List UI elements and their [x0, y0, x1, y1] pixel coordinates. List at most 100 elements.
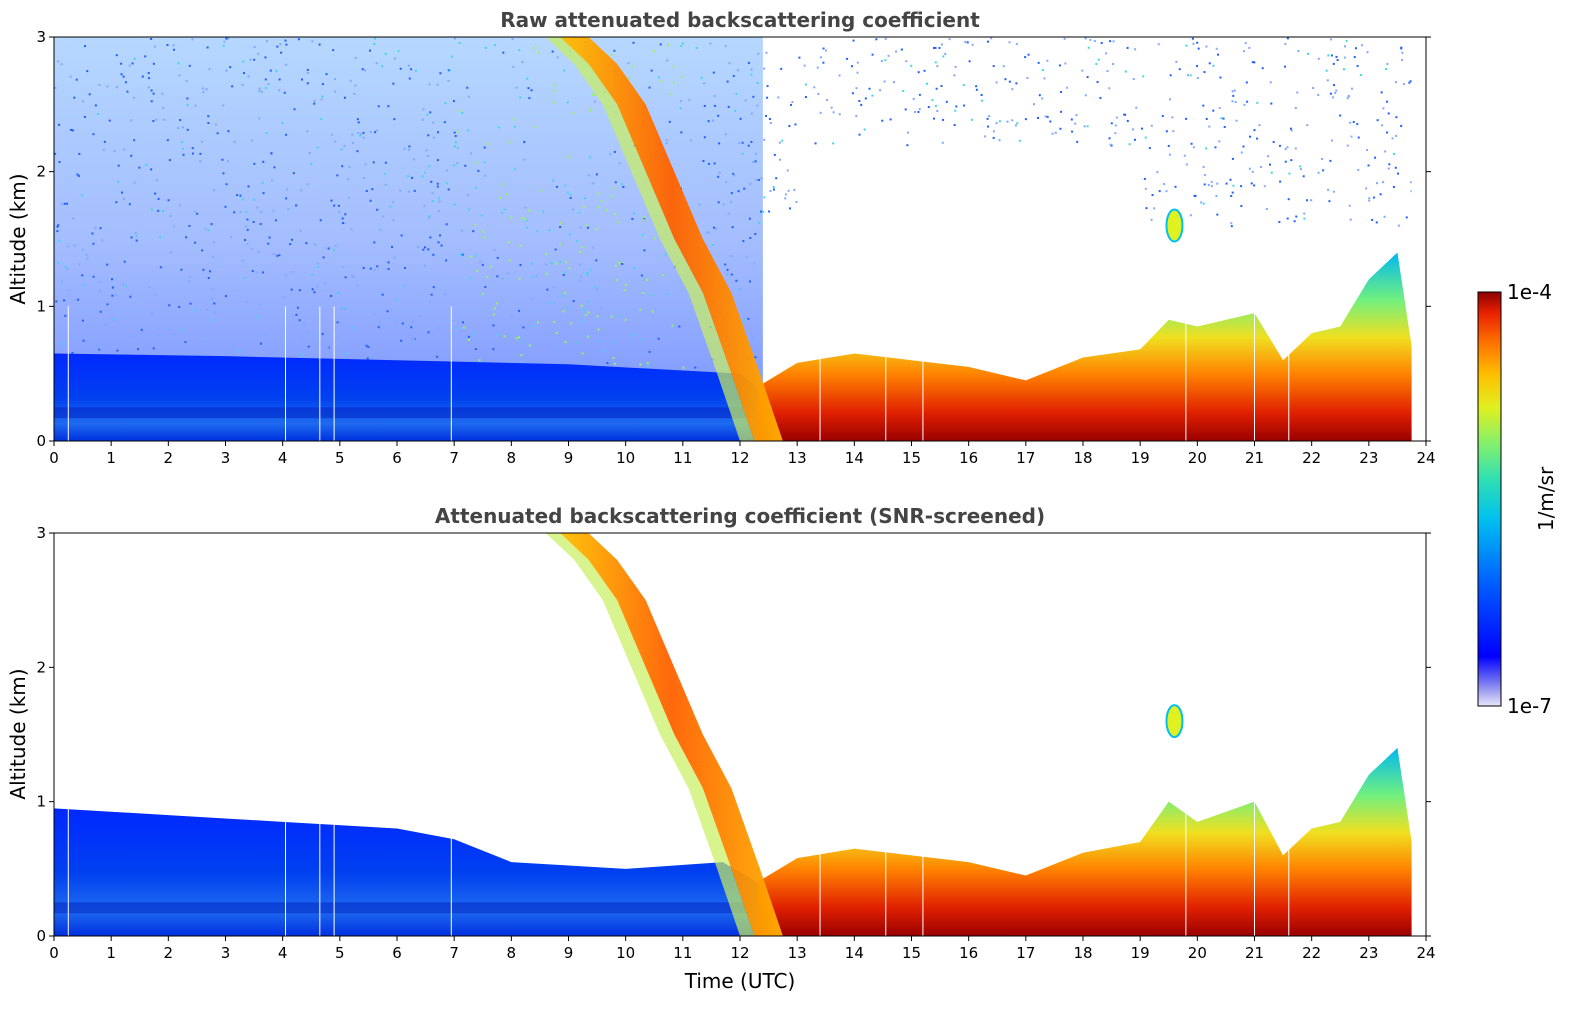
noise-dot [757, 52, 760, 55]
noise-dot [208, 68, 211, 71]
noise-dot [407, 175, 410, 178]
noise-dot [918, 108, 921, 111]
noise-dot [1100, 42, 1103, 45]
noise-dot [326, 347, 329, 350]
noise-dot [300, 336, 303, 339]
noise-dot [321, 83, 324, 86]
noise-dot [98, 348, 101, 351]
noise-dot [342, 265, 345, 268]
noise-dot [310, 162, 313, 165]
noise-dot [712, 119, 715, 122]
noise-dot [621, 261, 624, 264]
noise-dot [569, 196, 572, 199]
noise-dot [73, 244, 76, 247]
noise-dot [1299, 165, 1302, 168]
noise-dot [1231, 100, 1234, 103]
noise-dot [995, 81, 998, 84]
noise-dot [542, 354, 545, 357]
noise-dot [1200, 201, 1203, 204]
noise-dot [1124, 70, 1127, 73]
noise-dot [1148, 147, 1151, 150]
noise-dot [291, 271, 294, 274]
x-tick-label: 9 [564, 944, 574, 962]
noise-dot [618, 162, 621, 165]
noise-dot [1333, 84, 1336, 87]
x-tick-label: 6 [392, 944, 402, 962]
noise-dot [133, 139, 136, 142]
noise-dot [475, 161, 478, 164]
noise-dot [394, 319, 397, 322]
x-tick-label: 13 [788, 449, 807, 467]
noise-dot [207, 276, 210, 279]
noise-dot [278, 254, 281, 257]
noise-dot [508, 259, 511, 262]
noise-dot [1165, 130, 1168, 133]
noise-dot [536, 230, 539, 233]
noise-dot [595, 259, 598, 262]
noise-dot [641, 233, 644, 236]
noise-dot [769, 121, 772, 124]
noise-dot [784, 193, 787, 196]
noise-dot [591, 246, 594, 249]
noise-dot [449, 69, 452, 72]
noise-dot [795, 201, 798, 204]
noise-dot [180, 329, 183, 332]
noise-dot [559, 260, 562, 263]
x-tick-label: 24 [1416, 944, 1435, 962]
noise-dot [1143, 177, 1146, 180]
noise-dot [331, 133, 334, 136]
noise-dot [639, 363, 642, 366]
noise-dot [1270, 171, 1273, 174]
noise-dot [553, 286, 556, 289]
noise-dot [185, 79, 188, 82]
noise-dot [191, 152, 194, 155]
noise-dot [612, 357, 615, 360]
noise-dot [63, 299, 66, 302]
noise-dot [754, 356, 757, 359]
noise-dot [454, 141, 457, 144]
noise-dot [222, 44, 225, 47]
noise-dot [1272, 141, 1275, 144]
noise-dot [657, 76, 660, 79]
noise-dot [83, 115, 86, 118]
noise-dot [1303, 217, 1306, 220]
noise-dot [1344, 45, 1347, 48]
noise-dot [1278, 221, 1281, 224]
noise-dot [1335, 89, 1338, 92]
noise-dot [1190, 142, 1193, 145]
x-tick-label: 5 [335, 449, 345, 467]
noise-dot [940, 84, 943, 87]
noise-dot [138, 166, 141, 169]
noise-dot [616, 314, 619, 317]
noise-dot [1263, 185, 1266, 188]
noise-dot [879, 89, 882, 92]
noise-dot [565, 261, 568, 264]
noise-dot [1325, 69, 1328, 72]
noise-dot [1151, 194, 1154, 197]
noise-dot [763, 138, 766, 141]
noise-dot [410, 68, 413, 71]
noise-dot [320, 118, 323, 121]
noise-dot [1310, 199, 1313, 202]
noise-dot [622, 186, 625, 189]
noise-dot [648, 350, 651, 353]
noise-dot [992, 130, 995, 133]
noise-dot [86, 70, 89, 73]
noise-dot [940, 43, 943, 46]
noise-dot [416, 246, 419, 249]
noise-dot [512, 65, 515, 68]
noise-dot [1387, 167, 1390, 170]
noise-dot [855, 115, 858, 118]
noise-dot [467, 95, 470, 98]
noise-dot [1250, 182, 1253, 185]
noise-dot [282, 295, 285, 298]
noise-dot [1329, 92, 1332, 95]
noise-dot [1382, 181, 1385, 184]
noise-dot [400, 339, 403, 342]
noise-dot [1141, 127, 1144, 130]
noise-dot [258, 89, 261, 92]
noise-dot [610, 195, 613, 198]
noise-dot [1024, 56, 1027, 59]
noise-dot [587, 300, 590, 303]
noise-dot [493, 307, 496, 310]
